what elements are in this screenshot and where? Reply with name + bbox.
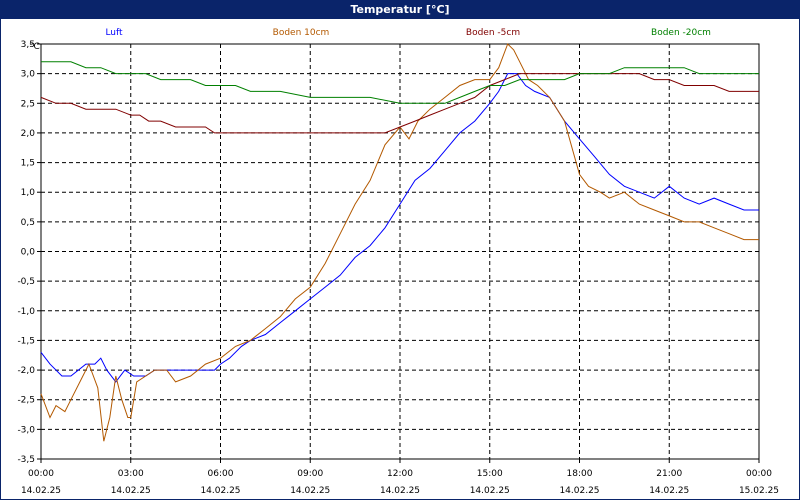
y-tick-label: -1,0: [17, 307, 35, 317]
y-axis-ticks: 3,5 3,0 2,5 2,0 1,5 1,0 0,5 0,0 -0,5 -1,0 -1,5 -2,0…: [17, 40, 41, 465]
y-tick-label: -2,5: [17, 396, 35, 406]
y-tick-label: 1,0: [21, 188, 36, 198]
x-tick-date-label: 14.02.25: [649, 486, 689, 496]
x-tick-date-label: 14.02.25: [200, 486, 240, 496]
y-tick-label: 1,5: [21, 159, 35, 169]
y-tick-label: -2,0: [17, 366, 35, 376]
series-line-boden-20cm: [41, 61, 759, 104]
x-tick-time-label: 00:00: [28, 469, 54, 479]
y-tick-label: 3,0: [21, 70, 36, 80]
y-tick-label: 3,5: [21, 40, 35, 50]
legend: Luft Boden 10cm Boden -5cm Boden -20cm: [105, 28, 711, 38]
y-axis-unit-label: °C: [29, 42, 40, 52]
x-tick-time-label: 09:00: [297, 469, 323, 479]
grid: [40, 43, 760, 460]
legend-entry: Luft: [105, 28, 123, 38]
y-tick-label: -1,5: [17, 336, 35, 346]
x-tick-time-label: 03:00: [118, 469, 144, 479]
x-tick-date-label: 15.02.25: [739, 486, 779, 496]
x-tick-time-label: 15:00: [477, 469, 503, 479]
y-tick-label: 2,0: [21, 129, 36, 139]
x-tick-date-label: 14.02.25: [470, 486, 510, 496]
series-line-boden-10cm: [40, 43, 759, 442]
x-tick-time-label: 12:00: [387, 469, 413, 479]
legend-entry: Boden 10cm: [273, 28, 330, 38]
x-tick-date-label: 14.02.25: [559, 486, 599, 496]
x-tick-date-label: 14.02.25: [21, 486, 61, 496]
legend-entry: Boden -5cm: [466, 28, 520, 38]
x-tick-date-label: 14.02.25: [111, 486, 151, 496]
x-tick-date-label: 14.02.25: [380, 486, 420, 496]
legend-entry: Boden -20cm: [651, 28, 711, 38]
x-tick-time-label: 06:00: [208, 469, 234, 479]
chart-title: Temperatur [°C]: [1, 1, 799, 19]
y-tick-label: -3,0: [17, 425, 35, 435]
x-axis-ticks: 00:00 14.02.25 03:00 14.02.25 06:00 14.02.25 0…: [21, 459, 779, 496]
y-tick-label: -0,5: [17, 277, 35, 287]
x-tick-date-label: 14.02.25: [290, 486, 330, 496]
x-tick-time-label: 00:00: [746, 469, 772, 479]
y-tick-label: -3,5: [17, 455, 35, 465]
y-tick-label: 0,5: [21, 218, 35, 228]
series-lines: [40, 43, 759, 442]
y-tick-label: 2,5: [21, 99, 35, 109]
y-tick-label: 0,0: [21, 248, 36, 258]
series-line-boden-5cm: [40, 73, 759, 134]
x-tick-time-label: 21:00: [656, 469, 682, 479]
series-line-luft: [40, 73, 759, 383]
x-tick-time-label: 18:00: [567, 469, 593, 479]
